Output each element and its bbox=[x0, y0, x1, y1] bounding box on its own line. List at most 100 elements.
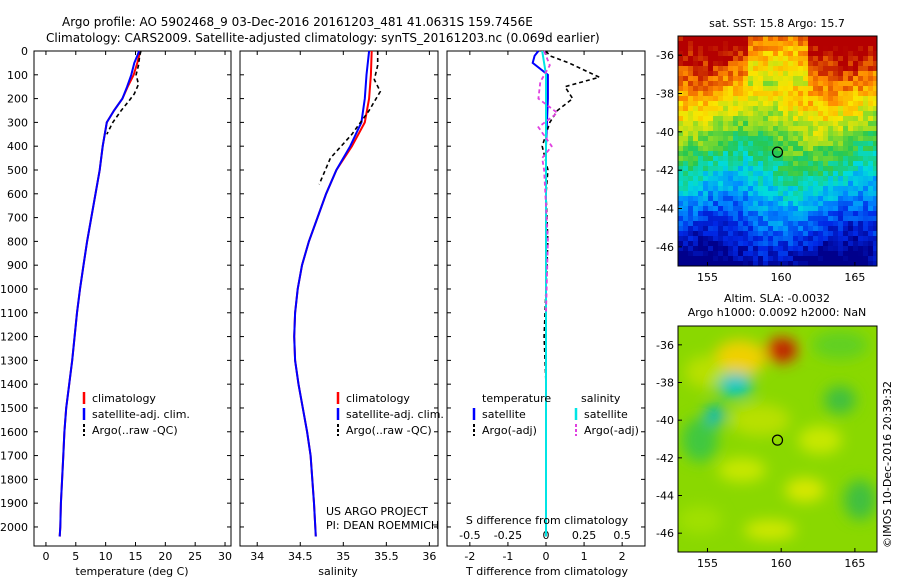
sst-cell bbox=[818, 76, 823, 81]
sst-cell bbox=[868, 186, 873, 191]
map-y-tick-label: -38 bbox=[656, 377, 674, 390]
sst-cell bbox=[688, 141, 693, 146]
sst-cell bbox=[863, 56, 868, 61]
sst-cell bbox=[838, 231, 843, 236]
sst-cell bbox=[683, 191, 688, 196]
sst-cell bbox=[698, 171, 703, 176]
sst-cell bbox=[738, 161, 743, 166]
sst-cell bbox=[748, 176, 753, 181]
sst-cell bbox=[758, 106, 763, 111]
sst-cell bbox=[788, 256, 793, 261]
sst-cell bbox=[713, 156, 718, 161]
sst-cell bbox=[848, 136, 853, 141]
sst-cell bbox=[858, 146, 863, 151]
sst-cell bbox=[753, 206, 758, 211]
sst-cell bbox=[728, 61, 733, 66]
sst-cell bbox=[863, 151, 868, 156]
sst-cell bbox=[708, 51, 713, 56]
sst-cell bbox=[863, 51, 868, 56]
sst-cell bbox=[848, 176, 853, 181]
sst-cell bbox=[713, 111, 718, 116]
sst-cell bbox=[743, 231, 748, 236]
sst-cell bbox=[693, 196, 698, 201]
sst-cell bbox=[783, 261, 788, 266]
sst-cell bbox=[743, 246, 748, 251]
sst-cell bbox=[703, 241, 708, 246]
sst-cell bbox=[863, 216, 868, 221]
x-tick-label: 5 bbox=[72, 550, 79, 563]
sst-cell bbox=[738, 216, 743, 221]
sst-cell bbox=[833, 56, 838, 61]
sst-cell bbox=[853, 241, 858, 246]
sst-cell bbox=[808, 36, 813, 41]
sst-cell bbox=[793, 186, 798, 191]
sst-cell bbox=[803, 141, 808, 146]
sst-cell bbox=[833, 126, 838, 131]
sst-cell bbox=[733, 101, 738, 106]
sst-cell bbox=[823, 61, 828, 66]
sla-anomaly-blob bbox=[812, 331, 868, 359]
sst-cell bbox=[828, 231, 833, 236]
sst-cell bbox=[828, 41, 833, 46]
sst-cell bbox=[793, 61, 798, 66]
sst-cell bbox=[708, 36, 713, 41]
sst-cell bbox=[718, 226, 723, 231]
sst-cell bbox=[763, 146, 768, 151]
sst-cell bbox=[768, 236, 773, 241]
sst-cell bbox=[843, 126, 848, 131]
sst-cell bbox=[738, 66, 743, 71]
sst-cell bbox=[848, 246, 853, 251]
sst-cell bbox=[808, 241, 813, 246]
sst-cell bbox=[688, 41, 693, 46]
sst-cell bbox=[833, 171, 838, 176]
sst-cell bbox=[773, 106, 778, 111]
sst-cell bbox=[703, 231, 708, 236]
sst-cell bbox=[813, 226, 818, 231]
sst-cell bbox=[838, 86, 843, 91]
sst-cell bbox=[848, 166, 853, 171]
sst-cell bbox=[833, 261, 838, 266]
sst-cell bbox=[733, 256, 738, 261]
sst-cell bbox=[838, 186, 843, 191]
sst-cell bbox=[863, 156, 868, 161]
sst-cell bbox=[788, 56, 793, 61]
sst-cell bbox=[748, 206, 753, 211]
sst-cell bbox=[708, 201, 713, 206]
depth-tick-label: 1600 bbox=[0, 426, 28, 439]
sst-cell bbox=[778, 216, 783, 221]
sst-cell bbox=[843, 251, 848, 256]
sst-cell bbox=[738, 51, 743, 56]
sst-cell bbox=[773, 161, 778, 166]
sst-cell bbox=[723, 96, 728, 101]
sst-field bbox=[678, 36, 877, 266]
sst-cell bbox=[858, 251, 863, 256]
sst-cell bbox=[803, 61, 808, 66]
sst-cell bbox=[688, 116, 693, 121]
sst-cell bbox=[843, 151, 848, 156]
sst-cell bbox=[703, 71, 708, 76]
sst-cell bbox=[793, 81, 798, 86]
sst-cell bbox=[683, 176, 688, 181]
sst-cell bbox=[693, 226, 698, 231]
depth-axis-ticks: 0100200300400500600700800900100011001200… bbox=[0, 45, 231, 534]
sst-cell bbox=[718, 76, 723, 81]
sst-cell bbox=[823, 116, 828, 121]
sst-cell bbox=[768, 251, 773, 256]
sst-cell bbox=[828, 136, 833, 141]
sst-cell bbox=[803, 96, 808, 101]
sst-cell bbox=[768, 81, 773, 86]
sst-cell bbox=[753, 256, 758, 261]
sst-cell bbox=[813, 121, 818, 126]
sst-cell bbox=[718, 86, 723, 91]
sst-cell bbox=[698, 231, 703, 236]
sst-cell bbox=[768, 76, 773, 81]
sst-cell bbox=[838, 251, 843, 256]
sst-cell bbox=[683, 101, 688, 106]
figure-title-line-1: Argo profile: AO 5902468_9 03-Dec-2016 2… bbox=[62, 15, 533, 29]
sst-cell bbox=[793, 201, 798, 206]
sst-cell bbox=[738, 241, 743, 246]
sst-cell bbox=[678, 201, 683, 206]
sst-cell bbox=[703, 106, 708, 111]
sst-cell bbox=[708, 106, 713, 111]
sst-cell bbox=[818, 141, 823, 146]
